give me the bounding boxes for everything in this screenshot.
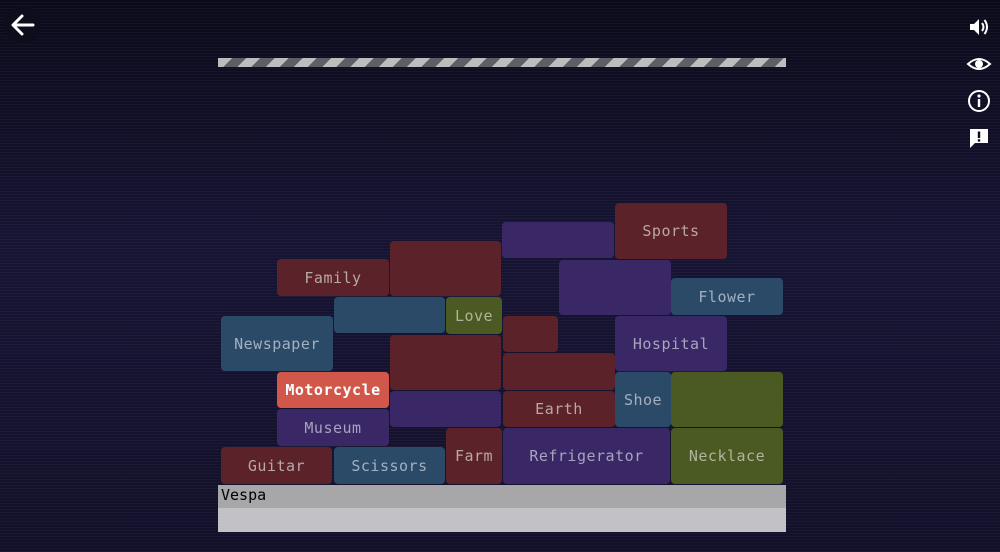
empty-block xyxy=(334,297,445,333)
word-label: Farm xyxy=(454,447,494,465)
word-block-shoe: Shoe xyxy=(615,372,671,427)
word-block-guitar: Guitar xyxy=(221,447,332,484)
word-label: Refrigerator xyxy=(529,447,644,465)
empty-block xyxy=(671,372,783,427)
word-block-hospital: Hospital xyxy=(615,316,727,371)
word-label: Motorcycle xyxy=(285,381,381,399)
word-label: Museum xyxy=(304,418,362,437)
empty-block xyxy=(503,353,615,390)
word-label: Shoe xyxy=(623,390,663,409)
back-button[interactable] xyxy=(4,6,42,44)
input-base xyxy=(218,508,786,532)
empty-block xyxy=(503,316,558,352)
word-block-refrigerator: Refrigerator xyxy=(503,428,670,484)
word-block-museum: Museum xyxy=(277,409,389,446)
speaker-icon xyxy=(970,19,988,35)
word-block-sports: Sports xyxy=(615,203,727,259)
empty-block xyxy=(390,335,501,390)
word-label: Flower xyxy=(698,287,756,306)
timer-bar xyxy=(218,58,786,67)
info-button[interactable] xyxy=(964,86,994,116)
input-value: Vespa xyxy=(221,486,267,504)
word-block-motorcycle: Motorcycle xyxy=(277,372,389,408)
sound-button[interactable] xyxy=(964,12,994,42)
word-input[interactable]: Vespa xyxy=(218,485,786,508)
word-label: Guitar xyxy=(247,456,306,475)
empty-block xyxy=(502,222,614,258)
word-block-family: Family xyxy=(277,259,389,296)
word-label: Sports xyxy=(642,222,700,240)
info-icon xyxy=(968,90,990,112)
word-label: Hospital xyxy=(632,334,710,353)
empty-block xyxy=(390,391,501,427)
word-label: Newspaper xyxy=(234,334,320,353)
arrow-left-icon xyxy=(11,14,35,36)
word-label: Family xyxy=(304,268,362,287)
word-block-newspaper: Newspaper xyxy=(221,316,333,371)
side-toolbar xyxy=(964,12,994,160)
word-block-necklace: Necklace xyxy=(671,428,783,484)
empty-block xyxy=(559,260,671,315)
word-label: Scissors xyxy=(351,456,428,475)
eye-icon xyxy=(966,58,992,70)
word-block-scissors: Scissors xyxy=(334,447,445,484)
word-block-flower: Flower xyxy=(671,278,783,315)
word-label: Earth xyxy=(535,400,583,418)
word-block-love: Love xyxy=(446,297,502,334)
empty-block xyxy=(390,241,501,296)
report-icon xyxy=(970,129,988,148)
report-button[interactable] xyxy=(964,123,994,153)
word-label: Love xyxy=(454,306,494,325)
word-label: Necklace xyxy=(688,447,766,465)
view-button[interactable] xyxy=(964,49,994,79)
word-block-earth: Earth xyxy=(503,391,615,427)
word-block-farm: Farm xyxy=(446,428,502,484)
